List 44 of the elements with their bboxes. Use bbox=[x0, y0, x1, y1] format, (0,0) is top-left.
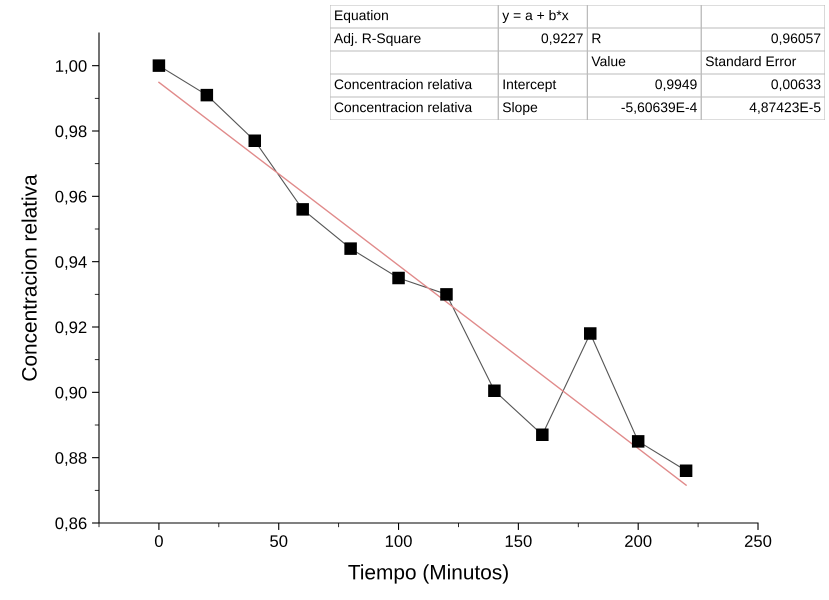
annotation: Concentracion relativa bbox=[334, 79, 472, 90]
annotation: Concentracion relativa bbox=[334, 102, 472, 112]
point bbox=[200, 88, 214, 102]
annotation: Adj. R-Square bbox=[334, 33, 421, 46]
point bbox=[488, 384, 501, 397]
annotation: 4,87423E-5 bbox=[750, 102, 820, 114]
y-tick-label: 0,94 bbox=[55, 256, 87, 270]
annotation: 0,9227 bbox=[542, 33, 583, 45]
x-tick-label: 100 bbox=[386, 535, 412, 548]
annotation: 0,9949 bbox=[655, 79, 697, 91]
y-tick-label: 0,86 bbox=[55, 517, 86, 532]
point bbox=[632, 435, 644, 448]
x-tick-label: 50 bbox=[270, 535, 288, 548]
y-tick-label: 0,92 bbox=[55, 321, 86, 336]
annotation: Standard Error bbox=[706, 56, 796, 66]
y-tick-label: 0,96 bbox=[55, 190, 86, 205]
x-tick-label: 150 bbox=[506, 535, 532, 548]
point bbox=[536, 428, 549, 442]
y-tick-label: 0,90 bbox=[55, 386, 87, 401]
annotation: Intercept bbox=[504, 80, 556, 92]
point bbox=[344, 242, 357, 255]
x-tick-label: 0 bbox=[154, 535, 163, 548]
text: 0,00633 bbox=[771, 79, 820, 91]
text: Equation bbox=[335, 10, 388, 23]
point bbox=[440, 288, 453, 301]
y-tick-label: 0,98 bbox=[55, 125, 86, 140]
annotation: Value bbox=[591, 56, 626, 66]
point bbox=[248, 134, 262, 148]
point bbox=[392, 272, 405, 284]
annotation: -5,60639E-4 bbox=[621, 102, 697, 114]
x-axis-title: Tiempo (Minutos) bbox=[348, 564, 508, 584]
y-tick-label: 1,00 bbox=[56, 60, 87, 74]
y-tick-label: 0,88 bbox=[55, 452, 86, 466]
annotation: R bbox=[592, 34, 601, 44]
point bbox=[584, 327, 597, 340]
x-tick-label: 200 bbox=[625, 535, 652, 548]
y-axis-title: Concentracion relativa bbox=[21, 174, 37, 381]
point bbox=[296, 203, 309, 216]
point bbox=[680, 464, 692, 477]
point bbox=[152, 59, 166, 72]
text: y = a + b*x bbox=[502, 10, 569, 23]
x-tick-label: 250 bbox=[744, 535, 772, 548]
text: 0,96057 bbox=[771, 33, 820, 45]
annotation: Slope bbox=[502, 102, 538, 115]
